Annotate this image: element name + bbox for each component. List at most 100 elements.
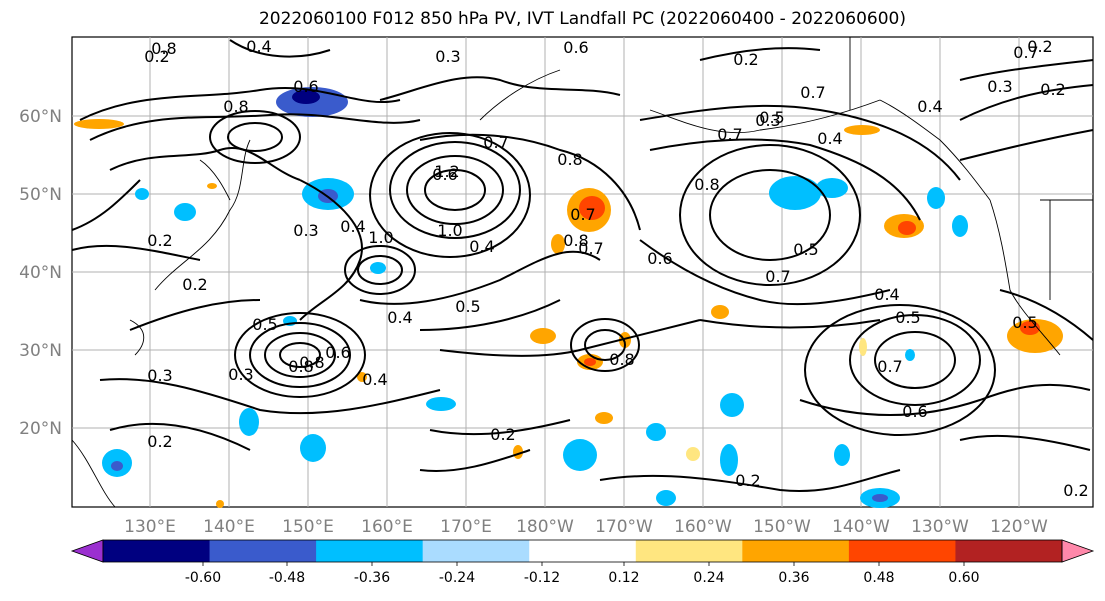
contour-label: 0.4 <box>246 37 271 56</box>
colorbar-tick-label: -0.12 <box>524 570 560 586</box>
contour-label: 0.3 <box>147 366 172 385</box>
lat-tick-label: 20°N <box>19 419 62 439</box>
contour-label: 0.8 <box>223 97 248 116</box>
contour-label: 0.8 <box>299 353 324 372</box>
contour-label: 0.7 <box>483 133 508 152</box>
pv-shading <box>102 87 968 508</box>
contour-label: 0.6 <box>325 343 350 362</box>
contour-label: 0.2 <box>1063 481 1088 500</box>
colorbar-extend-low <box>70 539 104 563</box>
contour-label: 0.2 <box>147 231 172 250</box>
colorbar-segment <box>529 540 637 562</box>
contour-label: 0.8 <box>288 357 313 376</box>
contour-label: 0.2 <box>490 425 515 444</box>
contour-label: 0.4 <box>874 285 899 304</box>
lon-tick-label: 170°E <box>440 517 492 537</box>
lon-tick-label: 130°E <box>124 517 176 537</box>
colorbar-tick-label: 0.12 <box>608 570 639 586</box>
contour-label: 0.4 <box>340 217 365 236</box>
lon-tick-label: 180°W <box>516 517 574 537</box>
longitude-labels: 130°E 140°E 150°E 160°E 170°E 180°W 170°W 160°W… <box>124 517 1048 537</box>
lat-tick-label: 40°N <box>19 263 62 283</box>
lon-tick-label: 150°W <box>753 517 811 537</box>
contour-labels: 0.8 0.40.20.30.60.20.80.70.60.81.00.71.20… <box>144 37 1088 500</box>
contour-label: 0.8 <box>557 150 582 169</box>
map-title: 2022060100 F012 850 hPa PV, IVT Landfall… <box>258 9 906 29</box>
lat-tick-label: 50°N <box>19 185 62 205</box>
contour-label: 0.5 <box>793 240 818 259</box>
pv-contours <box>71 39 1094 492</box>
contour-label: 0.6 <box>432 165 457 184</box>
contour-label: 1.0 <box>368 228 393 247</box>
lon-tick-label: 160°W <box>674 517 732 537</box>
lon-tick-label: 160°E <box>361 517 413 537</box>
contour-label: 0.2 <box>1040 80 1065 99</box>
colorbar-segment <box>635 540 743 562</box>
contour-label: 0.2 <box>1027 37 1052 56</box>
colorbar-segment <box>742 540 850 562</box>
contour-label: 0.7 <box>717 125 742 144</box>
contour-label: 0.5 <box>759 108 784 127</box>
contour-label: 0.4 <box>917 97 942 116</box>
colorbar-labels: -0.60 -0.48 -0.36 -0.24 -0.12 0.12 0.24 0.36 0.4… <box>185 562 980 586</box>
contour-label: 0.4 <box>362 370 387 389</box>
lat-tick-label: 30°N <box>19 341 62 361</box>
contour-label: 0.6 <box>293 77 318 96</box>
contour-label: 0.6 <box>647 249 672 268</box>
contour-label: 0.8 <box>694 175 719 194</box>
colorbar-tick-label: -0.48 <box>269 570 305 586</box>
contour-label: 0.3 <box>435 47 460 66</box>
contour-label: 0.2 <box>144 47 169 66</box>
contour-label: 0.5 <box>895 308 920 327</box>
contour-label: 0.7 <box>800 83 825 102</box>
lon-tick-label: 120°W <box>990 517 1048 537</box>
contour-label: 0.7 <box>570 205 595 224</box>
colorbar-extend-high <box>1061 539 1095 563</box>
lon-tick-label: 140°W <box>832 517 890 537</box>
contour-label: 0.6 <box>563 38 588 57</box>
colorbar-tick-label: -0.36 <box>354 570 390 586</box>
lat-tick-label: 60°N <box>19 107 62 127</box>
latitude-labels: 60°N 50°N 40°N 30°N 20°N <box>19 107 62 439</box>
contour-label: 0.7 <box>1013 43 1038 62</box>
lon-tick-label: 150°E <box>282 517 334 537</box>
contour-label: 0.8 <box>151 39 176 58</box>
contour-label: 0.3 <box>987 77 1012 96</box>
contour-label: 0.5 <box>455 297 480 316</box>
colorbar-segment <box>209 540 317 562</box>
contour-label: 0.3 <box>228 365 253 384</box>
contour-label: 0.4 <box>469 237 494 256</box>
contour-label: 0.4 <box>817 129 842 148</box>
contour-label: 0.2 <box>182 275 207 294</box>
contour-label: 0.5 <box>1012 313 1037 332</box>
colorbar-segments <box>70 539 1095 563</box>
contour-label: 0.7 <box>765 267 790 286</box>
colorbar-tick-label: -0.24 <box>439 570 475 586</box>
colorbar-tick-label: 0.60 <box>948 570 979 586</box>
contour-label: 0.7 <box>578 239 603 258</box>
contour-label: 0.2 <box>735 471 760 490</box>
colorbar-segment <box>422 540 530 562</box>
colorbar-segment <box>848 540 956 562</box>
colorbar-tick-label: -0.60 <box>185 570 221 586</box>
colorbar-segment <box>103 540 211 562</box>
lon-tick-label: 170°W <box>595 517 653 537</box>
contour-label: 0.7 <box>877 357 902 376</box>
colorbar-segment <box>316 540 424 562</box>
lon-tick-label: 140°E <box>203 517 255 537</box>
contour-label: 0.6 <box>902 402 927 421</box>
contour-label: 1.2 <box>434 162 459 181</box>
contour-label: 0.2 <box>733 50 758 69</box>
colorbar-segment <box>955 540 1063 562</box>
contour-label: 0.3 <box>293 221 318 240</box>
colorbar-tick-label: 0.48 <box>863 570 894 586</box>
contour-label: 0.5 <box>252 315 277 334</box>
colorbar-outline <box>102 539 1063 563</box>
contour-label: 0.2 <box>147 432 172 451</box>
contour-label: 0.3 <box>755 111 780 130</box>
contour-label: 0.4 <box>387 308 412 327</box>
lon-tick-label: 130°W <box>911 517 969 537</box>
contour-label: 1.0 <box>437 221 462 240</box>
